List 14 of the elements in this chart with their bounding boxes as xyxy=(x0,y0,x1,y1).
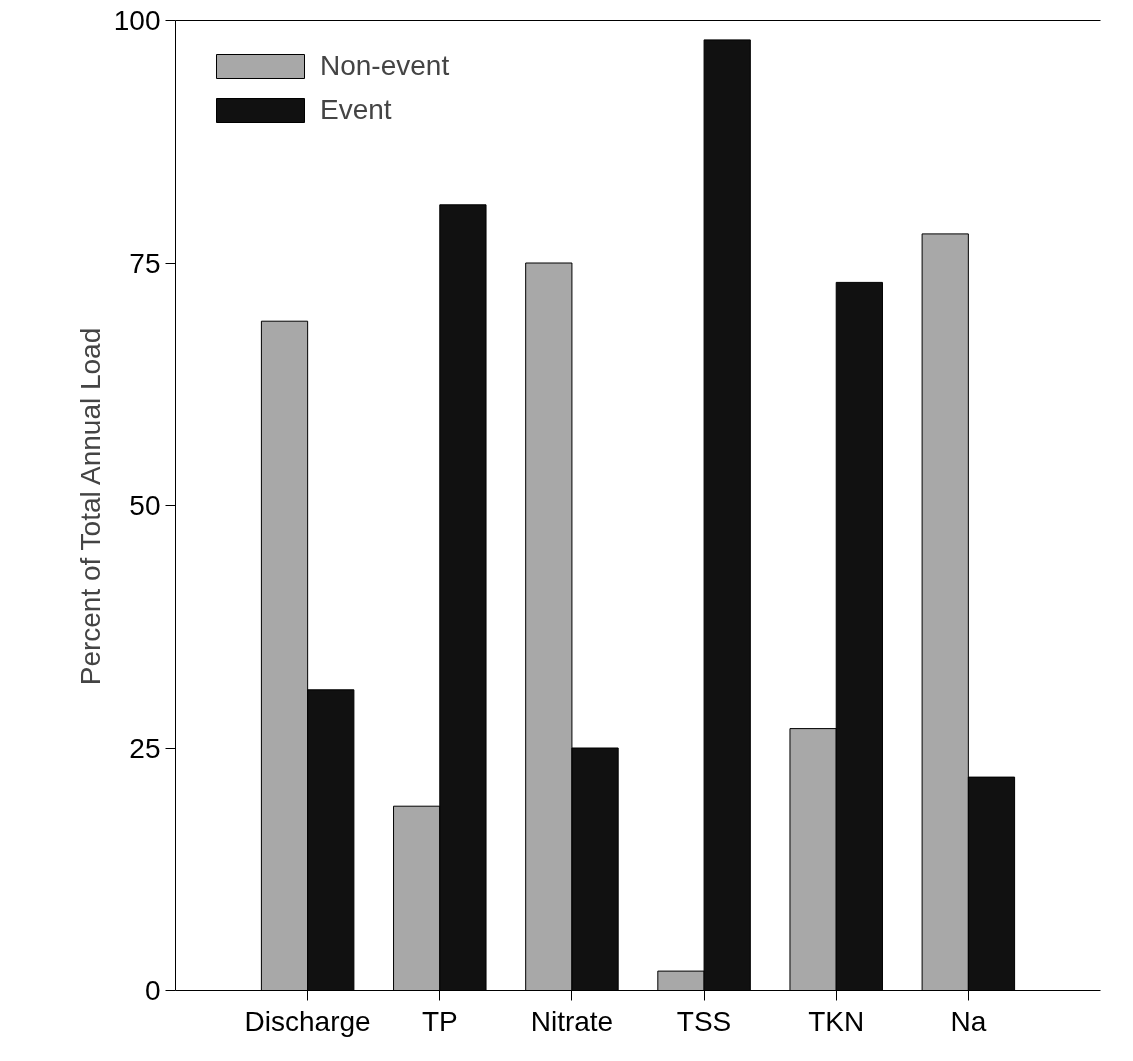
y-tick-label: 0 xyxy=(144,975,161,1006)
legend-label: Event xyxy=(320,94,392,126)
y-axis-title: Percent of Total Annual Load xyxy=(74,327,106,686)
y-tick-label: 25 xyxy=(129,732,161,764)
x-tick-label: TKN xyxy=(808,1005,865,1037)
y-tick-label: 75 xyxy=(129,247,161,279)
x-tick-label: TP xyxy=(421,1005,458,1037)
y-tick-label: 100 xyxy=(113,5,161,36)
legend-label: Non-event xyxy=(320,50,450,82)
y-tick-label: 50 xyxy=(129,490,161,521)
x-tick-label: Nitrate xyxy=(530,1005,614,1037)
x-tick-label: TSS xyxy=(676,1005,732,1037)
x-tick-label: Discharge xyxy=(244,1005,371,1037)
x-tick-label: Na xyxy=(950,1005,987,1037)
